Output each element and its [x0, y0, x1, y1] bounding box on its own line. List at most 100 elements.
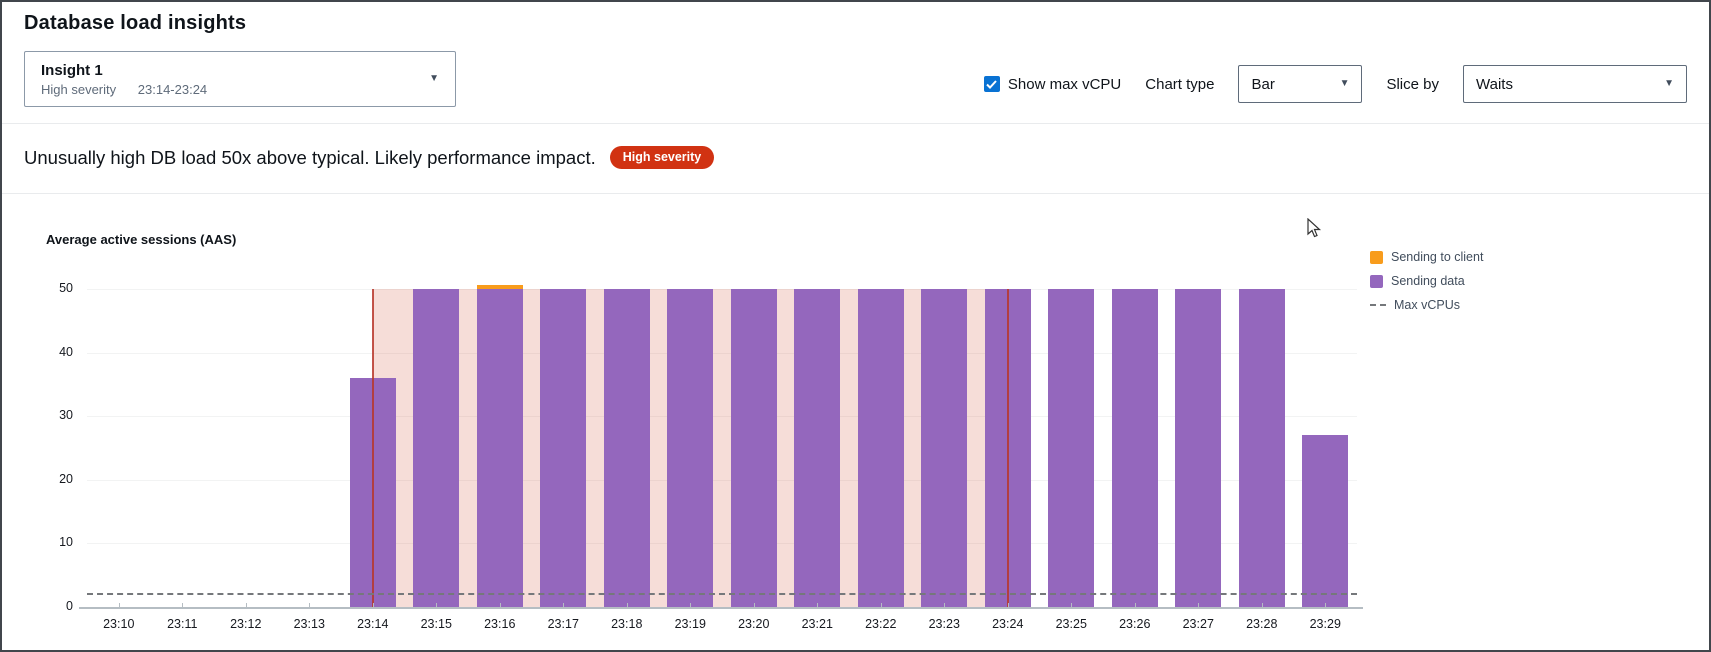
- x-tick-label: 23:28: [1246, 617, 1278, 631]
- x-axis-tick: [1134, 603, 1136, 607]
- mouse-cursor: [1307, 217, 1323, 240]
- bar-sending-data-23:20: [730, 289, 777, 607]
- legend-item-sending-data[interactable]: Sending data: [1370, 274, 1483, 288]
- x-tick-label: 23:17: [547, 617, 579, 631]
- bar-sending-data-23:16: [476, 289, 523, 607]
- insight-subtitle: High severity 23:14-23:24: [41, 82, 207, 97]
- insight-name: Insight 1: [41, 61, 103, 79]
- y-gridline: [87, 479, 1357, 481]
- aas-chart: 0 10 20 30 40 50 23:10 23:11 23:12 23:13 23:14 23:1…: [2, 194, 1709, 640]
- slice-by-select[interactable]: Waits ▼: [1463, 65, 1687, 103]
- chevron-down-icon: ▼: [429, 73, 439, 84]
- insight-region-boundary-line: [371, 289, 374, 607]
- header: Database load insights Insight 1 High se…: [2, 2, 1709, 124]
- insight-region-boundary-line: [1006, 289, 1009, 607]
- x-axis-tick: [499, 603, 501, 607]
- x-tick-label: 23:21: [801, 617, 833, 631]
- y-tick-label: 40: [59, 344, 73, 359]
- x-axis-tick: [944, 603, 946, 607]
- x-tick-label: 23:12: [230, 617, 262, 631]
- x-axis-tick: [245, 603, 247, 607]
- chart-section: Average active sessions (AAS) 0 10 20 30 40 5…: [2, 194, 1709, 640]
- chart-controls: Show max vCPU Chart type Bar ▼ Slice by …: [983, 65, 1687, 103]
- x-tick-label: 23:13: [293, 617, 325, 631]
- x-tick-label: 23:18: [611, 617, 643, 631]
- y-gridline: [87, 352, 1357, 354]
- chevron-down-icon: ▼: [1664, 78, 1674, 89]
- x-axis-tick: [1071, 603, 1073, 607]
- x-axis-tick: [690, 603, 692, 607]
- x-tick-label: 23:27: [1182, 617, 1214, 631]
- page-title: Database load insights: [24, 12, 247, 34]
- bar-sending-data-23:22: [857, 289, 904, 607]
- x-axis-tick: [372, 603, 374, 607]
- legend-swatch: [1370, 250, 1383, 264]
- x-axis-tick: [1325, 603, 1327, 607]
- x-tick-label: 23:25: [1055, 617, 1087, 631]
- insight-message: Unusually high DB load 50x above typical…: [24, 146, 596, 168]
- controls-row: Insight 1 High severity 23:14-23:24 ▼ Sh: [24, 51, 1687, 107]
- x-axis-tick: [118, 603, 120, 607]
- x-tick-label: 23:23: [928, 617, 960, 631]
- legend-swatch: [1370, 274, 1383, 288]
- y-gridline: [87, 416, 1357, 418]
- chevron-down-icon: ▼: [1339, 78, 1350, 89]
- chart-type-select[interactable]: Bar ▼: [1238, 65, 1363, 103]
- bar-sending-data-23:18: [603, 289, 650, 607]
- x-axis-tick: [1261, 603, 1263, 607]
- bar-sending-to-client-23:16: [476, 285, 523, 289]
- chart-type-value: Bar: [1251, 75, 1275, 93]
- x-axis-tick: [753, 603, 755, 607]
- y-tick-label: 30: [59, 408, 73, 423]
- insight-selector[interactable]: Insight 1 High severity 23:14-23:24 ▼: [24, 51, 456, 107]
- x-tick-label: 23:14: [357, 617, 389, 631]
- x-axis-tick: [182, 603, 184, 607]
- x-tick-label: 23:15: [420, 617, 452, 631]
- dashed-line-icon: [1370, 304, 1386, 306]
- y-tick-label: 50: [59, 281, 73, 295]
- chart-type-label: Chart type: [1145, 75, 1215, 93]
- severity-badge: High severity: [609, 146, 715, 169]
- x-tick-label: 23:24: [992, 617, 1024, 631]
- legend-item-max-vcpus[interactable]: Max vCPUs: [1370, 298, 1483, 312]
- insight-severity: High severity: [41, 81, 117, 97]
- y-tick-label: 10: [59, 535, 73, 550]
- legend-item-sending-to-client[interactable]: Sending to client: [1370, 250, 1483, 264]
- x-axis-tick: [1007, 603, 1009, 607]
- x-tick-label: 23:16: [484, 617, 516, 631]
- bar-sending-data-23:25: [1048, 289, 1095, 607]
- bar-sending-data-23:21: [794, 289, 841, 607]
- bar-sending-data-23:15: [413, 289, 460, 607]
- x-tick-label: 23:19: [674, 617, 706, 631]
- x-tick-label: 23:29: [1309, 617, 1341, 631]
- slice-by-label: Slice by: [1386, 75, 1439, 93]
- max-vcpus-line: [87, 593, 1357, 596]
- show-max-vcpu-checkbox[interactable]: [983, 76, 1000, 92]
- insight-selector-value: Insight 1 High severity 23:14-23:24: [41, 62, 207, 97]
- chart-legend: Sending to client Sending data Max vCPUs: [1370, 250, 1483, 322]
- check-icon: [986, 79, 998, 89]
- slice-by-value: Waits: [1476, 75, 1513, 93]
- bar-sending-data-23:19: [667, 289, 714, 607]
- x-tick-label: 23:22: [865, 617, 897, 631]
- x-axis-tick: [626, 603, 628, 607]
- x-axis-tick: [436, 603, 438, 607]
- x-axis-tick: [309, 603, 311, 607]
- bar-sending-data-23:26: [1111, 289, 1158, 607]
- insight-time-range: 23:14-23:24: [137, 81, 208, 97]
- bar-sending-data-23:27: [1175, 289, 1222, 607]
- y-gridline: [87, 289, 1357, 290]
- legend-label: Max vCPUs: [1394, 298, 1460, 312]
- show-max-vcpu-control: Show max vCPU: [983, 76, 1121, 93]
- legend-label: Sending data: [1391, 274, 1465, 288]
- x-tick-label: 23:26: [1119, 617, 1151, 631]
- chart-title: Average active sessions (AAS): [46, 232, 237, 247]
- insight-banner: Unusually high DB load 50x above typical…: [2, 124, 1709, 194]
- x-axis-tick: [1198, 603, 1200, 607]
- bar-sending-data-23:29: [1302, 435, 1349, 607]
- x-axis-tick: [563, 603, 565, 607]
- y-tick-label: 0: [66, 599, 73, 613]
- x-tick-label: 23:20: [738, 617, 770, 631]
- x-axis-tick: [817, 603, 819, 607]
- bar-sending-data-23:17: [540, 289, 587, 607]
